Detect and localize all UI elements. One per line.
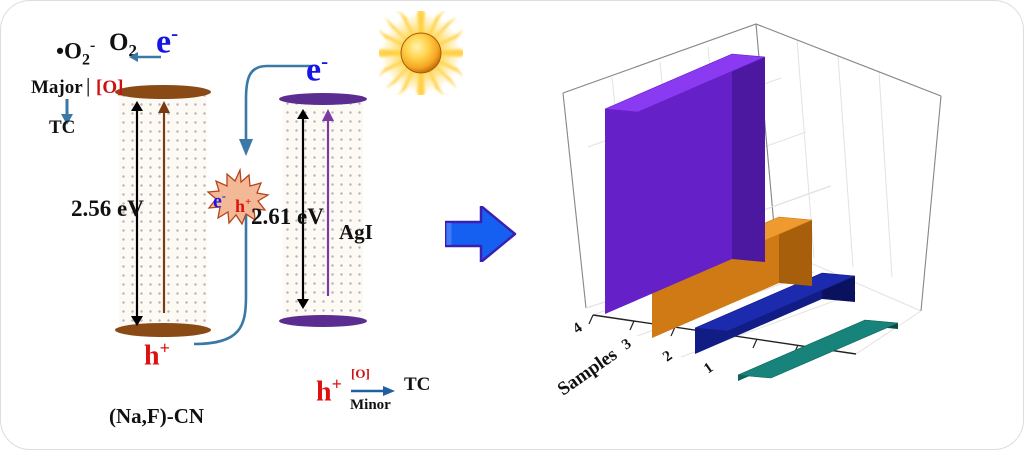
svg-text:4: 4 xyxy=(570,320,586,338)
svg-text:3: 3 xyxy=(619,336,634,353)
svg-text:1: 1 xyxy=(701,360,716,377)
svg-text:Samples: Samples xyxy=(554,344,621,400)
svg-text:2: 2 xyxy=(660,348,675,365)
